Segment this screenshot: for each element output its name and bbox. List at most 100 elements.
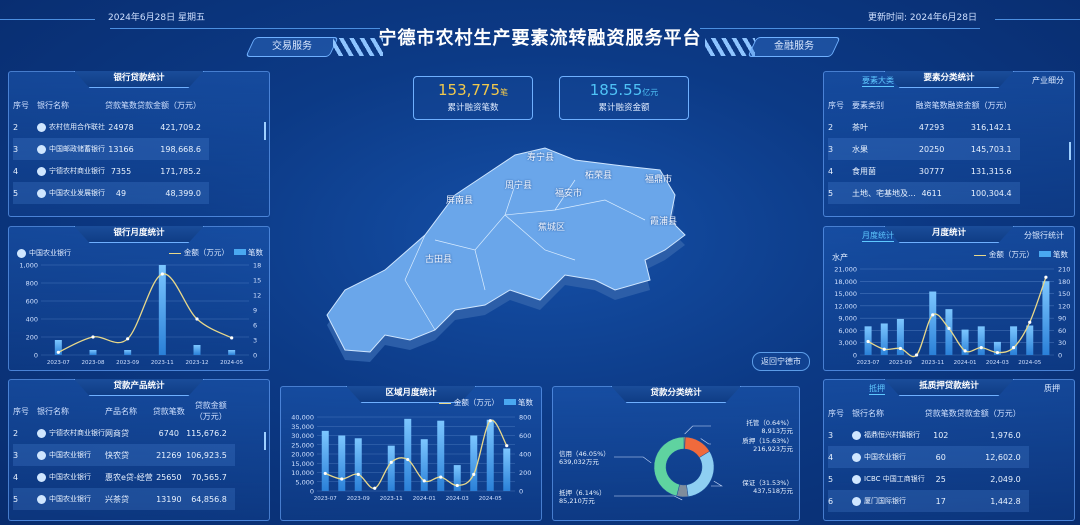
table-cell: 25650 <box>156 472 182 482</box>
table-row[interactable]: 2 茶叶 47293 316,142.1 <box>828 116 1020 138</box>
table-cell: 食用菌 <box>852 166 876 176</box>
scrollbar[interactable] <box>1069 142 1071 160</box>
panel-product-stats: 贷款产品统计 序号 银行名称 产品名称 贷款笔数 贷款金额（万元） 2 宁德农村商业银行网… <box>8 379 270 521</box>
ningde-map[interactable] <box>315 140 755 380</box>
map-region[interactable] <box>326 147 686 353</box>
stat-label: 累计融资笔数 <box>447 103 499 113</box>
table-row[interactable]: 3 中国农业银行 快农贷 21269 106,923.5 <box>13 444 235 466</box>
x-tick: 2024-05 <box>479 496 502 502</box>
table-cell: 3 <box>828 138 852 160</box>
table-row[interactable]: 4 食用菌 30777 131,315.6 <box>828 160 1020 182</box>
map-label-county[interactable]: 屏南县 <box>446 196 474 206</box>
y-tick-right: 12 <box>253 292 261 300</box>
y-tick-right: 60 <box>1058 327 1066 335</box>
y-tick-right: 210 <box>1058 266 1070 274</box>
x-tick: 2024-03 <box>446 496 469 502</box>
chart-legend: 金额（万元） 笔数 <box>974 249 1068 260</box>
leader-line <box>711 480 723 487</box>
table-cell: 5 <box>828 182 852 204</box>
table-row[interactable]: 5 中国农业银行 兴茶贷 13190 64,856.8 <box>13 488 235 510</box>
line-point <box>455 483 459 488</box>
bar <box>880 323 888 355</box>
line-point <box>230 336 234 340</box>
table-row[interactable]: 4 中国农业银行 60 12,602.0 <box>828 446 1029 468</box>
table-cell: 49 <box>105 182 137 204</box>
map-label-county[interactable]: 古田县 <box>425 255 453 265</box>
table-cell: 6740 <box>158 428 179 438</box>
scrollbar[interactable] <box>264 122 266 140</box>
nav-finance-service-button[interactable]: 金融服务 <box>747 37 841 57</box>
table-cell: 厦门国际银行 <box>852 490 925 512</box>
tab-monthly[interactable]: 月度统计 <box>862 231 894 242</box>
bank-logo-icon <box>37 122 46 132</box>
x-tick: 2023-09 <box>347 496 370 502</box>
pledge-stats-table: 序号 银行名称 贷款笔数 贷款金额（万元） 3 福鼎恒兴村镇银行 102 1,976.0 4 中… <box>828 402 1029 512</box>
tab-by-bank[interactable]: 分银行统计 <box>1024 231 1064 240</box>
loan-category-donut: 托管（0.64%）8,913万元质押（15.63%）216,923万元保证（31… <box>559 418 793 505</box>
y-tick-right: 30 <box>1058 339 1066 347</box>
table-header: 序号 银行名称 产品名称 贷款笔数 贷款金额（万元） <box>13 401 227 421</box>
table-cell: 13190 <box>152 488 185 510</box>
leader-line <box>700 438 711 445</box>
map-label-county[interactable]: 周宁县 <box>505 181 533 191</box>
table-cell: 7355 <box>110 166 132 176</box>
table-cell: 3 <box>13 138 37 160</box>
table-row[interactable]: 5 土地、宅基地及... 4611 100,304.4 <box>828 182 1020 204</box>
table-cell: 47293 <box>918 122 945 132</box>
table-cell: 4611 <box>915 182 948 204</box>
line-point <box>866 339 870 344</box>
line-point <box>126 337 130 341</box>
table-cell: 5 <box>13 182 37 204</box>
table-cell: 中国邮政储蓄银行 <box>37 138 105 160</box>
header-line <box>995 19 1080 20</box>
update-time: 更新时间: 2024年6月28日 <box>868 10 977 23</box>
donut-slice <box>686 451 715 497</box>
bar <box>993 341 1001 355</box>
stat-total-count: 153,775笔 累计融资笔数 <box>413 76 533 120</box>
decor-stripes <box>333 38 383 56</box>
line-point <box>1028 320 1032 324</box>
line-point <box>505 444 509 448</box>
table-row[interactable]: 2 宁德农村商业银行 网商贷 6740 115,676.2 <box>13 422 235 444</box>
map-label-county[interactable]: 寿宁县 <box>527 153 555 163</box>
panel-title: 月度统计 <box>884 226 1014 243</box>
table-row[interactable]: 3 中国邮政储蓄银行 13166 198,668.6 <box>13 138 209 160</box>
table-row[interactable]: 6 厦门国际银行 17 1,442.8 <box>828 490 1029 512</box>
table-row[interactable]: 2 农村信用合作联社 24978 421,709.2 <box>13 116 209 138</box>
y-tick-left: 15,000 <box>291 460 314 468</box>
nav-trade-service-button[interactable]: 交易服务 <box>245 37 339 57</box>
table-cell: 兴茶贷 <box>105 488 153 510</box>
tab-mortgage[interactable]: 抵押 <box>869 384 885 395</box>
y-tick-right: 3 <box>253 337 257 345</box>
line-point <box>439 475 443 479</box>
x-tick: 2023-11 <box>151 360 174 366</box>
slice-label: 托管（0.64%） <box>746 418 793 427</box>
line-point <box>91 335 95 339</box>
table-row[interactable]: 3 福鼎恒兴村镇银行 102 1,976.0 <box>828 424 1029 446</box>
tab-industry-detail[interactable]: 产业细分 <box>1032 76 1064 85</box>
line-point <box>422 479 426 483</box>
table-row[interactable]: 4 宁德农村商业银行 7355 171,785.2 <box>13 160 209 182</box>
map-label-county[interactable]: 霞浦县 <box>650 217 678 227</box>
tab-pledge[interactable]: 质押 <box>1044 384 1060 393</box>
table-cell: 福鼎恒兴村镇银行 <box>852 424 925 446</box>
line-point <box>340 477 344 481</box>
y-tick-left: 21,000 <box>834 266 857 274</box>
map-label-county[interactable]: 柘荣县 <box>585 171 613 181</box>
table-row[interactable]: 5 ICBC 中国工商银行 25 2,049.0 <box>828 468 1029 490</box>
current-date: 2024年6月28日 星期五 <box>108 13 205 23</box>
map-label-county[interactable]: 福鼎市 <box>645 175 673 185</box>
tab-element-category[interactable]: 要素大类 <box>862 76 894 87</box>
x-tick: 2023-09 <box>116 360 139 366</box>
table-row[interactable]: 4 中国农业银行 惠农e贷-经营 25650 70,565.7 <box>13 466 235 488</box>
table-row[interactable]: 5 中国农业发展银行 49 48,399.0 <box>13 182 209 204</box>
chart-legend: 金额（万元） 笔数 <box>439 397 533 408</box>
table-cell: 171,785.2 <box>160 166 201 176</box>
map-label-county[interactable]: 福安市 <box>555 189 583 199</box>
bar <box>124 350 132 355</box>
back-to-ningde-button[interactable]: 返回宁德市 <box>752 352 810 371</box>
scrollbar[interactable] <box>264 432 266 450</box>
map-label-county[interactable]: 蕉城区 <box>538 223 566 233</box>
y-tick-right: 0 <box>253 352 257 360</box>
table-row[interactable]: 3 水果 20250 145,703.1 <box>828 138 1020 160</box>
